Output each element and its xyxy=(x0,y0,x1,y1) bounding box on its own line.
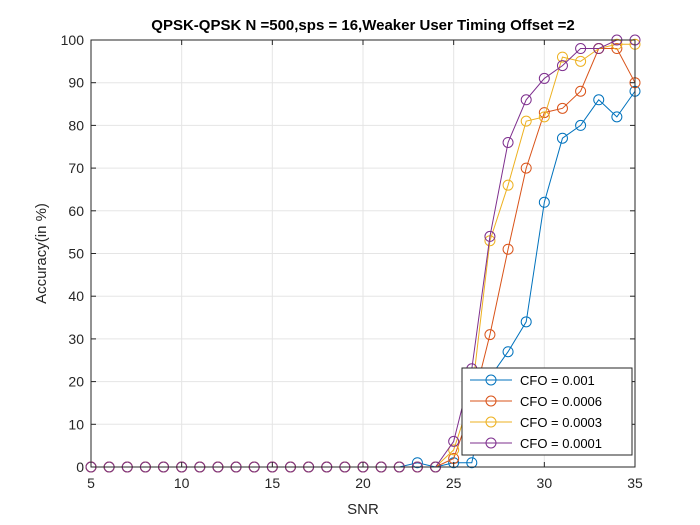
y-tick-label: 50 xyxy=(68,246,84,262)
legend-marker xyxy=(485,395,497,407)
data-point xyxy=(611,111,623,123)
data-point xyxy=(611,43,623,55)
data-point xyxy=(593,43,605,55)
legend-marker xyxy=(485,437,497,449)
data-point xyxy=(593,94,605,106)
data-point xyxy=(448,444,460,456)
x-tick-label: 5 xyxy=(87,475,95,491)
data-point xyxy=(466,457,478,469)
data-point xyxy=(575,55,587,67)
data-point xyxy=(538,196,550,208)
legend: CFO = 0.001 CFO = 0.0006 CFO = 0.0003 CFO =… xyxy=(461,367,633,456)
legend-label: CFO = 0.0006 xyxy=(520,394,602,409)
data-point xyxy=(520,316,532,328)
data-point xyxy=(520,94,532,106)
legend-item: CFO = 0.001 xyxy=(470,373,595,388)
x-tick-label: 30 xyxy=(537,475,553,491)
x-tick-label: 20 xyxy=(355,475,371,491)
data-point xyxy=(575,43,587,55)
data-point xyxy=(502,136,514,148)
y-tick-label: 40 xyxy=(68,288,84,304)
y-tick-label: 20 xyxy=(68,374,84,390)
data-point xyxy=(448,435,460,447)
data-point xyxy=(411,457,423,469)
legend-box xyxy=(461,367,633,456)
x-axis-label: SNR xyxy=(347,501,379,518)
data-point xyxy=(520,162,532,174)
legend-marker xyxy=(485,416,497,428)
chart-title: QPSK-QPSK N =500,sps = 16,Weaker User Ti… xyxy=(151,17,574,34)
legend-item: CFO = 0.0001 xyxy=(470,436,602,451)
y-tick-label: 10 xyxy=(68,416,84,432)
y-tick-label: 60 xyxy=(68,203,84,219)
data-point xyxy=(556,60,568,72)
data-point xyxy=(502,179,514,191)
data-point xyxy=(556,132,568,144)
legend-label: CFO = 0.0003 xyxy=(520,415,602,430)
data-point xyxy=(538,107,550,119)
legend-label: CFO = 0.0001 xyxy=(520,436,602,451)
y-tick-label: 0 xyxy=(76,459,84,475)
y-tick-label: 90 xyxy=(68,75,84,91)
legend-marker xyxy=(485,374,497,386)
data-point xyxy=(556,102,568,114)
data-point xyxy=(484,329,496,341)
data-point xyxy=(502,346,514,358)
data-point xyxy=(538,72,550,84)
data-point xyxy=(502,243,514,255)
data-point xyxy=(611,38,623,50)
axis-ticks: 5 10 15 20 25 30 35 0 10 20 30 40 50 60 70 80 90 100 xyxy=(61,32,643,491)
legend-label: CFO = 0.001 xyxy=(520,373,595,388)
y-tick-label: 100 xyxy=(61,32,85,48)
data-point xyxy=(556,51,568,63)
data-point xyxy=(538,111,550,123)
legend-item: CFO = 0.0003 xyxy=(470,415,602,430)
y-tick-label: 70 xyxy=(68,160,84,176)
y-tick-label: 80 xyxy=(68,117,84,133)
data-point xyxy=(575,119,587,131)
x-tick-label: 15 xyxy=(265,475,281,491)
x-tick-label: 35 xyxy=(627,475,643,491)
data-point xyxy=(484,230,496,242)
data-point xyxy=(575,85,587,97)
y-axis-label: Accuracy(in %) xyxy=(33,203,50,304)
legend-item: CFO = 0.0006 xyxy=(470,394,602,409)
x-tick-label: 25 xyxy=(446,475,462,491)
data-point xyxy=(520,115,532,127)
x-tick-label: 10 xyxy=(174,475,190,491)
y-tick-label: 30 xyxy=(68,331,84,347)
